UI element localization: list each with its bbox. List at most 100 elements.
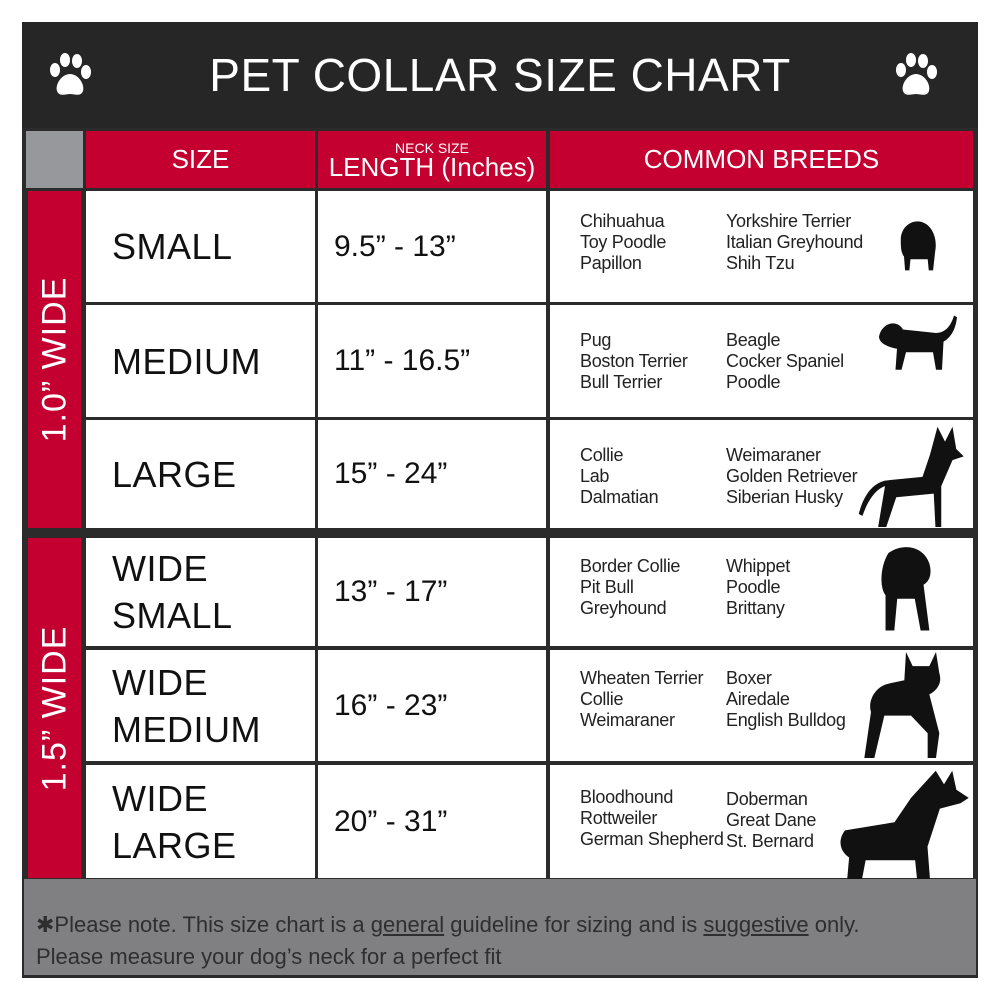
breed-name: Lab <box>580 466 610 486</box>
header-breeds: COMMON BREEDS <box>550 131 973 188</box>
breeds-col-1: Chihuahua Toy Poodle Papillon <box>580 211 666 274</box>
note-underline: general <box>370 912 445 937</box>
size-word: WIDE <box>112 548 208 589</box>
size-word: WIDE <box>112 661 208 703</box>
breed-name: Cocker Spaniel <box>726 351 844 371</box>
note-underline: suggestive <box>703 912 809 937</box>
breed-name: Shih Tzu <box>726 253 795 273</box>
size-word: SMALL <box>112 226 233 267</box>
medium-dog-icon <box>879 315 957 370</box>
size-cell: SMALL <box>86 191 315 302</box>
breeds-col-1: Bloodhound Rottweiler German Shepherd <box>580 787 724 850</box>
length-value: 16” - 23” <box>334 688 448 722</box>
group-text: 1.0” WIDE <box>35 276 73 443</box>
note-text: only. <box>808 912 860 937</box>
length-cell: 13” - 17” <box>318 538 546 646</box>
breed-name: Poodle <box>726 372 781 392</box>
breeds-col-1: Wheaten Terrier Collie Weimaraner <box>580 668 704 731</box>
breed-name: Boxer <box>726 668 772 688</box>
breeds-col-2: Boxer Airedale English Bulldog <box>726 668 846 731</box>
length-cell: 20” - 31” <box>318 765 546 878</box>
length-cell: 16” - 23” <box>318 650 546 761</box>
breeds-col-1: Border Collie Pit Bull Greyhound <box>580 556 680 619</box>
length-cell: 9.5” - 13” <box>318 191 546 302</box>
breed-name: Border Collie <box>580 556 681 576</box>
length-value: 11” - 16.5” <box>334 344 471 377</box>
size-word: MEDIUM <box>112 340 261 382</box>
size-label: WIDE LARGE <box>112 775 237 869</box>
length-cell: 15” - 24” <box>318 420 546 528</box>
footer-line-1: ✱Please note. This size chart is a gener… <box>36 909 976 941</box>
breeds-col-1: Pug Boston Terrier Bull Terrier <box>580 330 688 393</box>
header-size-label: SIZE <box>171 144 230 174</box>
group-label-1-5in: 1.5” WIDE <box>28 538 81 878</box>
corner-cell <box>26 131 83 188</box>
small-dog-icon <box>900 221 936 271</box>
length-value: 15” - 24” <box>334 457 448 490</box>
breed-name: German Shepherd <box>580 829 724 849</box>
size-cell: LARGE <box>86 420 315 528</box>
breed-name: Bloodhound <box>580 787 674 807</box>
length-value: 13” - 17” <box>334 575 448 608</box>
breed-name: Doberman <box>726 789 808 809</box>
paw-icon <box>896 53 937 95</box>
breed-name: Rottweiler <box>580 808 658 828</box>
size-word: WIDE <box>112 777 208 819</box>
size-label: WIDE MEDIUM <box>112 659 261 753</box>
length-value: 20” - 31” <box>334 804 448 838</box>
size-cell: MEDIUM <box>86 305 315 417</box>
breeds-col-1: Collie Lab Dalmatian <box>580 445 659 508</box>
header-size: SIZE <box>86 131 315 188</box>
bulldog-icon <box>881 547 931 631</box>
breed-name: Collie <box>580 445 624 465</box>
size-word: SMALL <box>112 595 233 636</box>
breeds-col-2: Whippet Poodle Brittany <box>726 556 790 619</box>
breeds-col-2: Yorkshire Terrier Italian Greyhound Shih T… <box>726 211 863 274</box>
breeds-cell: Collie Lab Dalmatian Weimaraner Golden Retr… <box>550 420 973 528</box>
breeds-cell: Chihuahua Toy Poodle Papillon Yorkshire Te… <box>550 191 973 302</box>
breed-name: Brittany <box>726 598 785 618</box>
breed-name: Papillon <box>580 253 642 273</box>
breed-name: Weimaraner <box>726 445 821 465</box>
breed-name: Yorkshire Terrier <box>726 211 851 231</box>
breed-name: Great Dane <box>726 810 817 830</box>
size-cell: WIDE MEDIUM <box>86 650 315 761</box>
breed-name: Pit Bull <box>580 577 634 597</box>
breed-name: Pug <box>580 330 612 350</box>
breed-name: Weimaraner <box>580 710 675 730</box>
breed-name: Dalmatian <box>580 487 659 507</box>
breed-name: English Bulldog <box>726 710 846 730</box>
doberman-icon <box>840 770 969 904</box>
breeds-col-2: Doberman Great Dane St. Bernard <box>726 789 816 852</box>
breed-name: St. Bernard <box>726 831 814 851</box>
breed-name: Greyhound <box>580 598 667 618</box>
breed-name: Siberian Husky <box>726 487 843 507</box>
size-label: LARGE <box>112 451 237 498</box>
size-label: SMALL <box>112 223 233 270</box>
footer-line-2: Please measure your dog’s neck for a per… <box>36 944 502 969</box>
header-length-sub: NECK SIZE <box>395 139 469 156</box>
size-cell: WIDE LARGE <box>86 765 315 878</box>
breed-name: Airedale <box>726 689 790 709</box>
note-text: guideline for sizing and is <box>444 912 704 937</box>
size-word: LARGE <box>112 824 237 866</box>
size-cell: WIDE SMALL <box>86 538 315 646</box>
size-label: MEDIUM <box>112 338 261 385</box>
paw-icon <box>50 53 91 95</box>
breed-name: Whippet <box>726 556 790 576</box>
pitbull-icon <box>864 652 941 758</box>
group-text: 1.5” WIDE <box>35 625 73 791</box>
size-label: WIDE SMALL <box>112 545 233 639</box>
footer-note: ✱Please note. This size chart is a gener… <box>24 879 976 975</box>
breed-name: Wheaten Terrier <box>580 668 704 688</box>
breeds-col-2: Weimaraner Golden Retriever Siberian Husky <box>726 445 858 508</box>
length-cell: 11” - 16.5” <box>318 305 546 417</box>
size-word: MEDIUM <box>112 708 261 750</box>
breed-name: Collie <box>580 689 624 709</box>
breed-name: Toy Poodle <box>580 232 667 252</box>
note-text: ✱Please note. This size chart is a <box>36 912 371 937</box>
header-breeds-label: COMMON BREEDS <box>643 144 880 174</box>
group-label-1in: 1.0” WIDE <box>28 191 81 528</box>
header-length-label: LENGTH (Inches) <box>328 151 536 182</box>
breed-name: Boston Terrier <box>580 351 688 371</box>
